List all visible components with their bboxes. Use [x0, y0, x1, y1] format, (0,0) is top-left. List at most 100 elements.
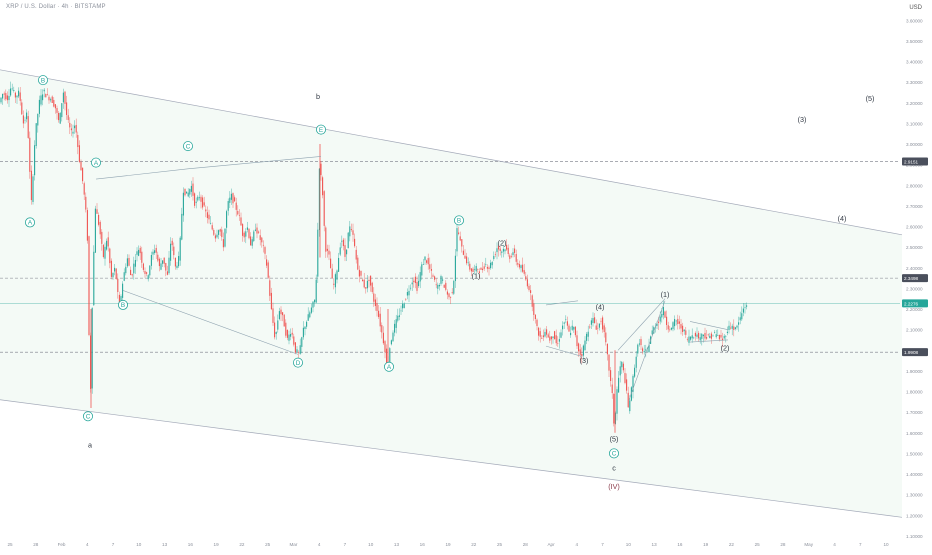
candle-body — [360, 270, 362, 276]
candle-body — [118, 294, 120, 306]
candle-body — [358, 269, 360, 277]
x-tick-label: 25 — [497, 542, 503, 547]
wave-label: (3) — [580, 356, 589, 365]
candle-body — [75, 124, 77, 133]
candle-body — [251, 239, 253, 246]
candle-body — [741, 313, 743, 320]
candle-body — [742, 308, 744, 313]
candle-body — [538, 327, 540, 336]
candle-body — [50, 99, 52, 101]
candle-body — [5, 93, 7, 100]
candle-body — [102, 244, 104, 257]
candle-body — [274, 322, 276, 338]
candle-body — [434, 276, 436, 280]
candle-body — [381, 325, 383, 333]
wave-label: (2) — [498, 239, 507, 248]
wave-label: a — [88, 441, 92, 450]
x-tick-label: 19 — [703, 542, 709, 547]
candle-body — [352, 230, 354, 235]
candle-body — [221, 229, 223, 238]
candle-body — [333, 283, 335, 285]
candle-body — [722, 338, 724, 341]
candle-body — [382, 332, 384, 344]
candle-body — [530, 290, 532, 294]
candle-body — [157, 254, 159, 261]
candle-body — [486, 266, 488, 269]
candle-body — [734, 327, 736, 329]
candle-body — [587, 331, 589, 337]
y-tick-label: 3.00000 — [906, 142, 923, 147]
candle-body — [589, 326, 591, 328]
candle-body — [128, 257, 130, 266]
candle-body — [208, 214, 210, 220]
candle-body — [392, 332, 394, 342]
candle-body — [123, 272, 125, 281]
wave-label: (5) — [866, 94, 875, 103]
candle-body — [640, 339, 642, 346]
wave-label: c — [612, 463, 616, 472]
x-tick-label: 22 — [729, 542, 735, 547]
candle-body — [27, 116, 29, 138]
x-tick-label: 25 — [755, 542, 761, 547]
candle-body — [672, 322, 674, 330]
candle-body — [597, 327, 599, 329]
level-badge — [902, 157, 928, 166]
candle-body — [11, 88, 13, 90]
candle-body — [731, 325, 733, 329]
y-tick-label: 2.40000 — [906, 266, 923, 271]
symbol-title: XRP / U.S. Dollar · 4h · BITSTAMP — [6, 4, 106, 10]
candle-body — [109, 248, 111, 264]
trendline-triangle-lower — [122, 290, 299, 355]
candle-body — [427, 258, 429, 265]
candle-body — [86, 210, 88, 241]
candle-body — [723, 335, 725, 339]
candle-body — [470, 268, 472, 272]
candle-body — [552, 336, 554, 339]
candle-body — [443, 284, 445, 288]
candle-body — [101, 231, 103, 244]
candle-body — [270, 292, 272, 310]
candle-body — [442, 279, 444, 281]
candle-body — [490, 262, 492, 269]
candle-body — [13, 90, 15, 91]
candle-body — [210, 223, 212, 224]
candle-body — [584, 340, 586, 351]
candle-body — [746, 305, 748, 307]
candle-body — [682, 325, 684, 332]
candle-body — [266, 259, 268, 266]
x-tick-label: 28 — [523, 542, 529, 547]
candle-body — [678, 321, 680, 324]
candle-body — [344, 245, 346, 257]
candle-body — [21, 102, 23, 115]
candle-body — [702, 334, 704, 337]
candle-body — [698, 332, 700, 339]
candle-body — [315, 279, 317, 303]
candle-body — [386, 348, 388, 364]
candle-body — [355, 249, 357, 260]
candle-body — [336, 270, 338, 280]
candle-body — [290, 334, 292, 337]
x-tick-label: 25 — [7, 542, 13, 547]
candle-body — [563, 322, 565, 324]
candle-body — [562, 325, 564, 330]
candle-body — [642, 348, 644, 352]
candle-body — [534, 314, 536, 319]
y-tick-label: 2.50000 — [906, 245, 923, 250]
candle-body — [496, 248, 498, 253]
candle-body — [275, 332, 277, 335]
candle-body — [256, 227, 258, 234]
x-tick-label: 13 — [162, 542, 168, 547]
candle-body — [254, 229, 256, 231]
x-tick-label: 10 — [136, 542, 142, 547]
candle-body — [627, 392, 629, 408]
candle-body — [248, 228, 250, 239]
candle-body — [262, 244, 264, 246]
candle-body — [147, 275, 149, 280]
x-tick-label: 28 — [780, 542, 786, 547]
candle-body — [168, 257, 170, 274]
candle-body — [619, 366, 621, 376]
candle-body — [456, 228, 458, 252]
candle-body — [122, 283, 124, 298]
